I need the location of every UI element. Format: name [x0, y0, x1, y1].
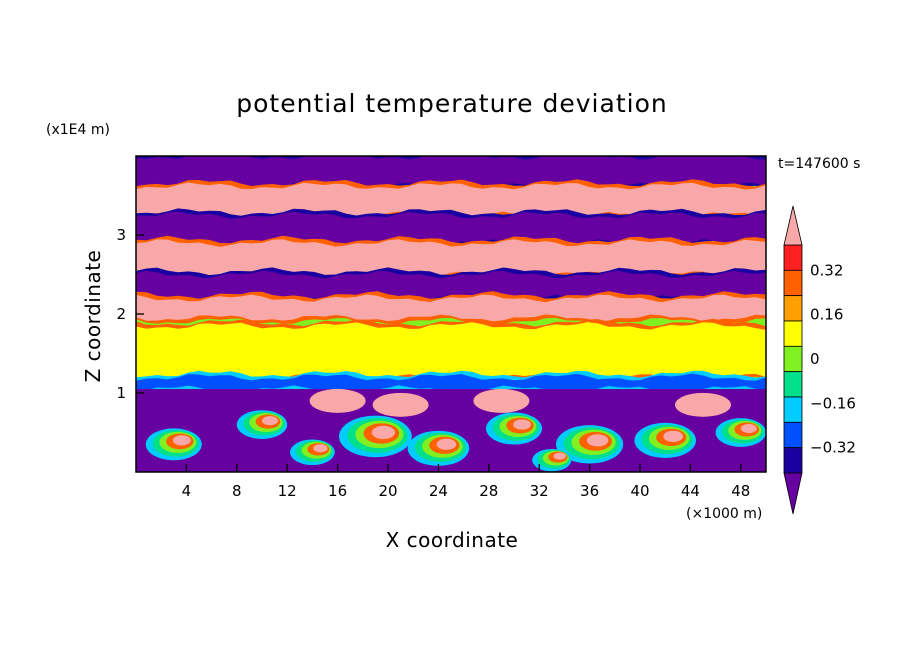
- colorbar-box: [783, 345, 803, 373]
- colorbar-bottom-arrow: [783, 472, 803, 515]
- colorbar-box: [783, 320, 803, 347]
- contour-layer: [136, 156, 766, 190]
- x-tick-label: 8: [232, 482, 242, 500]
- colorbar-box: [783, 371, 803, 398]
- plume: [473, 388, 530, 413]
- colorbar-box: [783, 295, 803, 322]
- contour-layer: [136, 373, 766, 393]
- colorbar-label: −0.32: [810, 439, 856, 457]
- y-tick-label: 1: [116, 384, 126, 402]
- x-units-label: (×1000 m): [686, 506, 762, 522]
- x-axis: 4 8 12 16 20 24 28 32 36 40 44 48: [182, 464, 750, 500]
- swirl: [553, 452, 567, 460]
- colorbar-label: −0.16: [810, 394, 856, 412]
- x-tick-label: 12: [278, 482, 297, 500]
- time-label: t=147600 s: [778, 156, 860, 172]
- swirl: [371, 425, 396, 440]
- colorbar-label: 0.16: [810, 306, 843, 324]
- y-tick-label: 3: [116, 226, 126, 244]
- x-tick-label: 16: [328, 482, 347, 500]
- plume: [675, 392, 731, 417]
- y-axis: 1 2 3: [116, 226, 144, 402]
- x-tick-label: 44: [681, 482, 700, 500]
- x-tick-label: 32: [530, 482, 549, 500]
- x-tick-label: 28: [479, 482, 498, 500]
- swirl: [172, 435, 191, 446]
- plume: [372, 392, 429, 417]
- y-units-label: (x1E4 m): [46, 122, 110, 138]
- x-axis-label: X coordinate: [386, 528, 519, 552]
- x-tick-label: 24: [429, 482, 448, 500]
- y-tick-label: 2: [116, 305, 126, 323]
- colorbar-top-arrow: [783, 205, 803, 246]
- y-axis-label: Z coordinate: [81, 250, 105, 383]
- colorbar-box: [783, 269, 803, 297]
- colorbar-label: 0: [810, 350, 820, 368]
- contour-layer: [136, 322, 766, 381]
- colorbar-box: [783, 447, 803, 474]
- swirl: [740, 423, 757, 434]
- contour-field: [136, 156, 766, 472]
- swirl: [261, 415, 279, 426]
- chart-title: potential temperature deviation: [236, 89, 667, 118]
- contour-layer: [136, 239, 766, 278]
- x-tick-label: 40: [630, 482, 649, 500]
- colorbar-box: [783, 421, 803, 449]
- colorbar-box: [783, 396, 803, 423]
- x-tick-label: 20: [378, 482, 397, 500]
- plume: [309, 388, 366, 413]
- colorbar: 0.32 0.16 0 −0.16 −0.32: [783, 205, 856, 515]
- swirl: [586, 434, 609, 447]
- x-tick-label: 36: [580, 482, 599, 500]
- swirl: [663, 430, 684, 443]
- contour-layer: [136, 294, 766, 322]
- colorbar-label: 0.32: [810, 261, 843, 279]
- x-tick-label: 4: [182, 482, 192, 500]
- swirl: [513, 419, 531, 430]
- colorbar-box: [783, 244, 803, 271]
- swirl: [313, 444, 328, 453]
- swirl: [436, 438, 457, 450]
- x-tick-label: 48: [731, 482, 750, 500]
